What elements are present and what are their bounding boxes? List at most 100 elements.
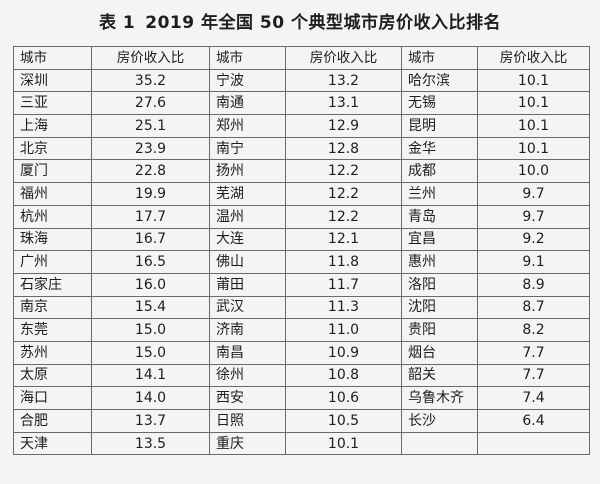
table-row: 石家庄 16.0 莆田 11.7 洛阳 8.9 [13,272,590,297]
ratio-cell: 25.1 [91,114,210,138]
header-ratio-3: 房价收入比 [477,46,590,70]
table-row: 广州 16.5 佛山 11.8 惠州 9.1 [13,250,590,274]
empty-cell [477,431,590,456]
ratio-cell: 16.0 [91,272,210,297]
city-cell: 洛阳 [401,272,478,297]
city-cell: 大连 [209,227,286,252]
city-cell: 韶关 [401,363,478,388]
city-cell: 三亚 [13,91,92,116]
table-number-label: 表 1 [99,13,136,33]
table-body: 深圳 35.2 宁波 13.2 哈尔滨 10.1 三亚 27.6 南通 13.1 无锡 10.1 上海 2… [13,68,590,456]
ratio-cell: 10.5 [285,409,402,433]
ratio-cell: 7.7 [477,340,590,365]
table-row: 东莞 15.0 济南 11.0 贵阳 8.2 [13,318,590,342]
header-row: 城市 房价收入比 城市 房价收入比 城市 房价收入比 [13,46,590,70]
ratio-cell: 13.7 [91,409,210,433]
city-cell: 昆明 [401,114,478,138]
ratio-cell: 12.1 [285,227,402,252]
ratio-cell: 7.7 [477,363,590,388]
city-cell: 西安 [209,386,286,410]
city-cell: 上海 [13,114,92,138]
ratio-cell: 16.5 [91,250,210,274]
city-cell: 金华 [401,136,478,161]
ratio-cell: 12.2 [285,204,402,229]
ratio-cell: 22.8 [91,159,210,184]
ranking-table: 城市 房价收入比 城市 房价收入比 城市 房价收入比 深圳 35.2 宁波 13.2 哈… [13,46,590,456]
header-city-1: 城市 [13,46,92,70]
table-row: 三亚 27.6 南通 13.1 无锡 10.1 [13,91,590,116]
table-row: 苏州 15.0 南昌 10.9 烟台 7.7 [13,340,590,365]
ratio-cell: 10.1 [477,114,590,138]
ratio-cell: 12.2 [285,159,402,184]
city-cell: 福州 [13,182,92,206]
table-title-text: 2019 年全国 50 个典型城市房价收入比排名 [145,13,501,33]
table-row: 海口 14.0 西安 10.6 乌鲁木齐 7.4 [13,386,590,410]
city-cell: 苏州 [13,340,92,365]
table-row: 上海 25.1 郑州 12.9 昆明 10.1 [13,114,590,138]
city-cell: 天津 [13,431,92,456]
header-ratio-1: 房价收入比 [91,46,210,70]
ratio-cell: 11.3 [285,295,402,320]
ratio-cell: 6.4 [477,409,590,433]
city-cell: 宜昌 [401,227,478,252]
city-cell: 惠州 [401,250,478,274]
empty-cell [401,431,478,456]
city-cell: 佛山 [209,250,286,274]
city-cell: 杭州 [13,204,92,229]
ratio-cell: 27.6 [91,91,210,116]
city-cell: 兰州 [401,182,478,206]
ratio-cell: 14.1 [91,363,210,388]
table-row: 北京 23.9 南宁 12.8 金华 10.1 [13,136,590,161]
ratio-cell: 15.0 [91,318,210,342]
ratio-cell: 10.0 [477,159,590,184]
ratio-cell: 11.0 [285,318,402,342]
table-title: 表 1 2019 年全国 50 个典型城市房价收入比排名 [0,8,600,33]
ratio-cell: 9.7 [477,182,590,206]
ratio-cell: 8.7 [477,295,590,320]
city-cell: 贵阳 [401,318,478,342]
table-row: 厦门 22.8 扬州 12.2 成都 10.0 [13,159,590,184]
table-row: 福州 19.9 芜湖 12.2 兰州 9.7 [13,182,590,206]
table-row: 杭州 17.7 温州 12.2 青岛 9.7 [13,204,590,229]
table-row: 天津 13.5 重庆 10.1 [13,431,590,456]
ratio-cell: 35.2 [91,68,210,93]
ratio-cell: 10.1 [477,68,590,93]
city-cell: 石家庄 [13,272,92,297]
header-city-3: 城市 [401,46,478,70]
city-cell: 重庆 [209,431,286,456]
city-cell: 温州 [209,204,286,229]
ratio-cell: 10.6 [285,386,402,410]
city-cell: 南通 [209,91,286,116]
city-cell: 宁波 [209,68,286,93]
city-cell: 哈尔滨 [401,68,478,93]
city-cell: 长沙 [401,409,478,433]
ratio-cell: 11.7 [285,272,402,297]
table-row: 深圳 35.2 宁波 13.2 哈尔滨 10.1 [13,68,590,93]
city-cell: 烟台 [401,340,478,365]
ratio-cell: 15.4 [91,295,210,320]
header-ratio-2: 房价收入比 [285,46,402,70]
header-city-2: 城市 [209,46,286,70]
city-cell: 厦门 [13,159,92,184]
city-cell: 徐州 [209,363,286,388]
city-cell: 日照 [209,409,286,433]
city-cell: 青岛 [401,204,478,229]
ratio-cell: 8.9 [477,272,590,297]
table-row: 南京 15.4 武汉 11.3 沈阳 8.7 [13,295,590,320]
ratio-cell: 19.9 [91,182,210,206]
city-cell: 东莞 [13,318,92,342]
city-cell: 深圳 [13,68,92,93]
ratio-cell: 9.2 [477,227,590,252]
city-cell: 芜湖 [209,182,286,206]
city-cell: 太原 [13,363,92,388]
city-cell: 郑州 [209,114,286,138]
table-row: 珠海 16.7 大连 12.1 宜昌 9.2 [13,227,590,252]
city-cell: 广州 [13,250,92,274]
ratio-cell: 17.7 [91,204,210,229]
city-cell: 北京 [13,136,92,161]
city-cell: 扬州 [209,159,286,184]
ratio-cell: 9.1 [477,250,590,274]
ratio-cell: 15.0 [91,340,210,365]
table-row: 合肥 13.7 日照 10.5 长沙 6.4 [13,409,590,433]
ratio-cell: 12.8 [285,136,402,161]
